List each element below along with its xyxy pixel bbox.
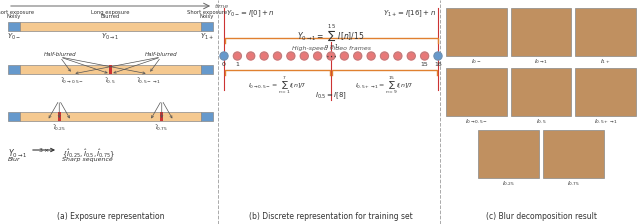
Text: $I_{0.25}$: $I_{0.25}$	[502, 179, 515, 188]
Text: $I_{0\to0.5-} = \sum_{n=1}^{7} I[n]/7$: $I_{0\to0.5-} = \sum_{n=1}^{7} I[n]/7$	[248, 76, 307, 96]
Text: 16: 16	[434, 62, 442, 67]
Bar	[446, 68, 507, 116]
Text: Noisy: Noisy	[200, 14, 214, 19]
Circle shape	[327, 52, 335, 60]
Text: $3\times$: $3\times$	[38, 146, 50, 154]
Text: Short exposure: Short exposure	[0, 10, 34, 15]
Bar	[478, 130, 539, 178]
Bar	[160, 112, 163, 121]
Text: 1: 1	[236, 62, 239, 67]
Text: Short exposure: Short exposure	[187, 10, 227, 15]
Bar	[201, 65, 213, 74]
Bar	[201, 22, 213, 31]
Text: $I_{0\to1}$: $I_{0\to1}$	[534, 57, 548, 66]
Circle shape	[354, 52, 362, 60]
Bar	[8, 22, 20, 31]
Text: 0: 0	[222, 62, 226, 67]
Text: $I_{0.5+\to1}$: $I_{0.5+\to1}$	[594, 117, 618, 126]
Text: Blurred: Blurred	[101, 14, 120, 19]
Text: $\hat{I}_{0.5}$: $\hat{I}_{0.5}$	[105, 75, 116, 86]
Circle shape	[381, 52, 388, 60]
Bar	[575, 68, 636, 116]
Bar	[8, 65, 20, 74]
Text: Half-blurred: Half-blurred	[44, 52, 76, 57]
Text: $Y_{0\to1} = \sum_{n=1}^{15} I[n]/15$: $Y_{0\to1} = \sum_{n=1}^{15} I[n]/15$	[297, 22, 365, 51]
Bar	[201, 112, 213, 121]
Text: $I_{0.5}$: $I_{0.5}$	[536, 117, 546, 126]
Text: $\hat{I}_{0.25}$: $\hat{I}_{0.25}$	[52, 122, 66, 133]
Bar	[511, 8, 572, 56]
Text: $I_{0.75}$: $I_{0.75}$	[567, 179, 580, 188]
Circle shape	[420, 52, 429, 60]
Bar	[575, 8, 636, 56]
Circle shape	[247, 52, 255, 60]
Text: Blur: Blur	[8, 157, 20, 162]
Circle shape	[407, 52, 415, 60]
Text: $\cdots$: $\cdots$	[325, 51, 337, 61]
Bar	[109, 65, 112, 74]
Text: $Y_{0\to1}$: $Y_{0\to1}$	[8, 147, 28, 159]
Text: $Y_{1+} = I[16] + n$: $Y_{1+} = I[16] + n$	[383, 8, 436, 19]
Text: $Y_{1+}$: $Y_{1+}$	[200, 32, 214, 42]
Circle shape	[367, 52, 375, 60]
Text: $\{\hat{I}_{0.25}, \hat{I}_{0.5}, \hat{I}_{0.75}\}$: $\{\hat{I}_{0.25}, \hat{I}_{0.5}, \hat{I…	[62, 147, 115, 160]
Text: $I_{0.5+\to1} = \sum_{n=9}^{15} I[n]/7$: $I_{0.5+\to1} = \sum_{n=9}^{15} I[n]/7$	[355, 76, 413, 96]
Circle shape	[287, 52, 295, 60]
Circle shape	[300, 52, 308, 60]
Circle shape	[260, 52, 268, 60]
Bar	[20, 22, 201, 31]
Bar	[20, 65, 201, 74]
Bar	[8, 112, 20, 121]
Text: Long exposure: Long exposure	[92, 10, 130, 15]
Circle shape	[314, 52, 322, 60]
Text: Half-blurred: Half-blurred	[145, 52, 177, 57]
Text: Sharp sequence: Sharp sequence	[62, 157, 113, 162]
Circle shape	[234, 52, 241, 60]
Circle shape	[434, 52, 442, 60]
Text: High-speed video frames: High-speed video frames	[291, 46, 371, 51]
Text: 15: 15	[420, 62, 429, 67]
Circle shape	[220, 52, 228, 60]
Text: $Y_{0-} = I[0] + n$: $Y_{0-} = I[0] + n$	[226, 8, 275, 19]
Bar	[543, 130, 604, 178]
Text: time: time	[215, 4, 229, 9]
Circle shape	[273, 52, 282, 60]
Text: Noisy: Noisy	[7, 14, 21, 19]
Text: $I_{0.5} = I[8]$: $I_{0.5} = I[8]$	[315, 90, 347, 101]
Text: $Y_{0-}$: $Y_{0-}$	[7, 32, 21, 42]
Text: $I_{1+}$: $I_{1+}$	[600, 57, 611, 66]
Text: (b) Discrete representation for training set: (b) Discrete representation for training…	[249, 212, 413, 221]
Bar	[511, 68, 572, 116]
Text: $I_{0-}$: $I_{0-}$	[471, 57, 482, 66]
Text: $\hat{I}_{0.5-\to1}$: $\hat{I}_{0.5-\to1}$	[136, 75, 161, 86]
Text: (c) Blur decomposition result: (c) Blur decomposition result	[486, 212, 596, 221]
Circle shape	[340, 52, 348, 60]
Text: $I_{0\to0.5-}$: $I_{0\to0.5-}$	[465, 117, 488, 126]
Circle shape	[394, 52, 402, 60]
Text: $Y_{0\to1}$: $Y_{0\to1}$	[102, 32, 120, 42]
Bar	[58, 112, 61, 121]
Bar	[446, 8, 507, 56]
Bar	[20, 112, 201, 121]
Text: $\hat{I}_{0.75}$: $\hat{I}_{0.75}$	[156, 122, 168, 133]
Text: $\hat{I}_{0\to0.5-}$: $\hat{I}_{0\to0.5-}$	[61, 75, 84, 86]
Text: (a) Exposure representation: (a) Exposure representation	[57, 212, 164, 221]
